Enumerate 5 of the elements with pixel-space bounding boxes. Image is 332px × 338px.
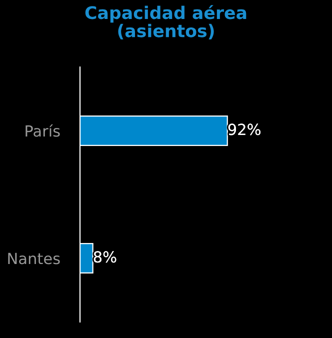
data-label: 92%: [228, 124, 260, 136]
y-tick-label: París: [26, 124, 60, 137]
y-tick-label: Nantes: [8, 252, 60, 264]
chart-title: Capacidad aérea (asientos): [85, 5, 246, 40]
data-label: 8%: [94, 251, 116, 263]
